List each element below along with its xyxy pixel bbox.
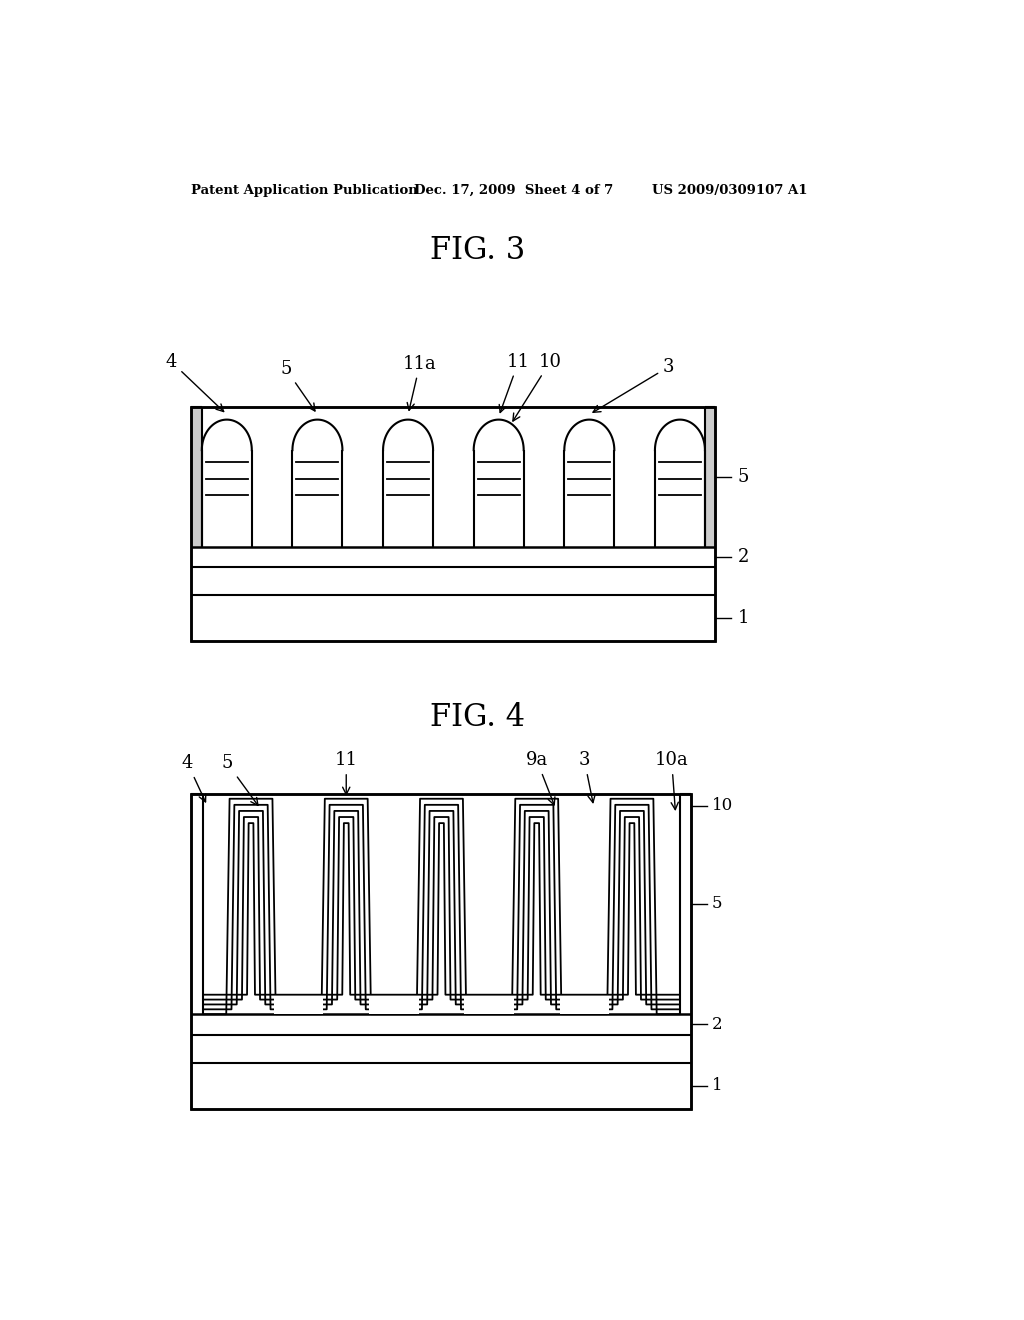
Text: 3: 3: [593, 358, 675, 412]
Text: 10a: 10a: [654, 751, 688, 809]
Bar: [293, 450, 342, 546]
Bar: [191, 408, 202, 546]
Text: 4: 4: [182, 754, 206, 803]
Text: 5: 5: [737, 469, 749, 486]
Polygon shape: [202, 420, 252, 450]
Text: 5: 5: [280, 360, 315, 411]
Bar: [191, 408, 716, 642]
Bar: [191, 408, 716, 642]
Text: 10: 10: [712, 797, 733, 814]
Bar: [705, 408, 715, 546]
Polygon shape: [383, 420, 433, 450]
Bar: [680, 793, 691, 1014]
Bar: [191, 408, 716, 642]
Polygon shape: [655, 420, 705, 450]
Bar: [474, 450, 523, 546]
Text: Patent Application Publication: Patent Application Publication: [191, 183, 418, 197]
Bar: [369, 995, 419, 1014]
Text: 10: 10: [513, 352, 562, 421]
Bar: [191, 793, 691, 1109]
Text: 3: 3: [579, 751, 595, 803]
Bar: [191, 793, 691, 1109]
Text: 9a: 9a: [525, 751, 555, 805]
Polygon shape: [474, 420, 523, 450]
Bar: [191, 793, 691, 1109]
Text: 1: 1: [737, 610, 749, 627]
Bar: [202, 450, 252, 546]
Text: 4: 4: [166, 352, 223, 412]
Bar: [564, 450, 614, 546]
Polygon shape: [204, 793, 680, 1014]
Bar: [559, 995, 609, 1014]
Text: 11: 11: [500, 352, 530, 412]
Bar: [655, 450, 705, 546]
Text: 2: 2: [712, 1016, 723, 1032]
Bar: [273, 995, 324, 1014]
Text: 1: 1: [712, 1077, 723, 1094]
Text: 5: 5: [221, 754, 258, 805]
Text: US 2009/0309107 A1: US 2009/0309107 A1: [652, 183, 807, 197]
Bar: [191, 793, 204, 1014]
Text: FIG. 4: FIG. 4: [430, 702, 524, 733]
Text: Dec. 17, 2009  Sheet 4 of 7: Dec. 17, 2009 Sheet 4 of 7: [414, 183, 613, 197]
Text: 2: 2: [737, 548, 749, 566]
Polygon shape: [564, 420, 614, 450]
Text: 11a: 11a: [403, 355, 437, 411]
Polygon shape: [293, 420, 342, 450]
Bar: [383, 450, 433, 546]
Text: 11: 11: [335, 751, 357, 795]
Text: FIG. 3: FIG. 3: [430, 235, 525, 265]
Text: 5: 5: [712, 895, 723, 912]
Bar: [464, 995, 514, 1014]
